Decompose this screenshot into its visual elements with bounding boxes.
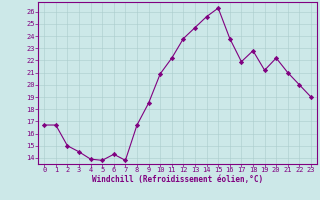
X-axis label: Windchill (Refroidissement éolien,°C): Windchill (Refroidissement éolien,°C) [92, 175, 263, 184]
